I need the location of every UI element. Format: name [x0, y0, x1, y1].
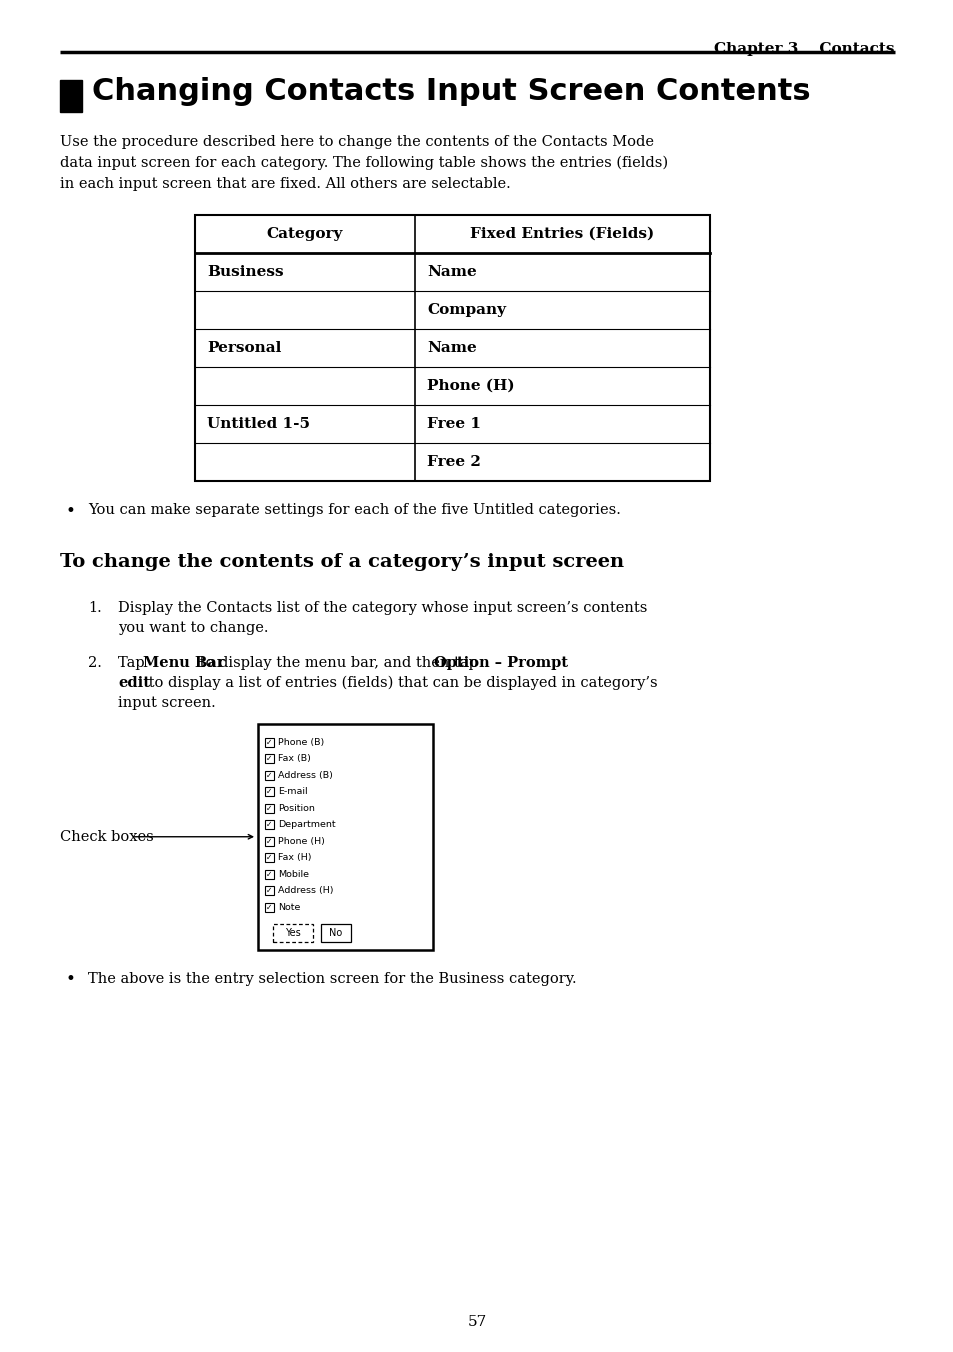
Text: Address (H): Address (H)	[277, 887, 334, 895]
Bar	[320, 923, 351, 941]
Text: Free 2: Free 2	[427, 456, 480, 469]
Text: ✓: ✓	[266, 853, 273, 863]
Text: Chapter 3    Contacts: Chapter 3 Contacts	[714, 42, 894, 55]
Text: Category: Category	[267, 227, 343, 241]
Text: Yes: Yes	[285, 927, 300, 937]
Text: in each input screen that are fixed. All others are selectable.: in each input screen that are fixed. All…	[60, 177, 510, 191]
Bar	[265, 771, 274, 780]
Text: Untitled 1-5: Untitled 1-5	[207, 416, 310, 431]
Text: Phone (H): Phone (H)	[277, 837, 325, 846]
Text: Free 1: Free 1	[427, 416, 480, 431]
Text: Position: Position	[277, 803, 314, 813]
Text: 57: 57	[467, 1315, 486, 1329]
Text: to display a list of entries (fields) that can be displayed in category’s: to display a list of entries (fields) th…	[144, 676, 657, 691]
Text: Personal: Personal	[207, 341, 281, 356]
Text: edit: edit	[118, 676, 150, 690]
Text: Address (B): Address (B)	[277, 771, 333, 780]
Text: Fax (B): Fax (B)	[277, 754, 311, 764]
Text: Mobile: Mobile	[277, 869, 309, 879]
Bar	[257, 725, 433, 949]
Text: input screen.: input screen.	[118, 696, 215, 710]
Text: 1.: 1.	[88, 602, 102, 615]
Text: Phone (H): Phone (H)	[427, 379, 514, 393]
Bar	[265, 853, 274, 863]
Bar	[265, 837, 274, 846]
Text: ✓: ✓	[266, 738, 273, 746]
Text: Fax (H): Fax (H)	[277, 853, 312, 863]
Text: Tap: Tap	[118, 656, 149, 671]
Text: Option – Prompt: Option – Prompt	[434, 656, 568, 671]
Bar	[265, 903, 274, 911]
Text: To change the contents of a category’s input screen: To change the contents of a category’s i…	[60, 553, 623, 571]
Bar	[60, 80, 82, 112]
Bar	[265, 869, 274, 879]
Bar	[265, 754, 274, 764]
Text: data input screen for each category. The following table shows the entries (fiel: data input screen for each category. The…	[60, 155, 667, 170]
Text: Note: Note	[277, 903, 300, 911]
Text: Company: Company	[427, 303, 505, 316]
Text: Fixed Entries (Fields): Fixed Entries (Fields)	[470, 227, 654, 241]
Text: E-mail: E-mail	[277, 787, 307, 796]
Text: Check boxes: Check boxes	[60, 830, 153, 844]
Bar	[273, 923, 313, 941]
Text: Changing Contacts Input Screen Contents: Changing Contacts Input Screen Contents	[91, 77, 810, 105]
Bar	[265, 803, 274, 813]
Text: You can make separate settings for each of the five Untitled categories.: You can make separate settings for each …	[88, 503, 620, 516]
Text: you want to change.: you want to change.	[118, 621, 268, 635]
Text: ✓: ✓	[266, 821, 273, 829]
Text: ✓: ✓	[266, 887, 273, 895]
Text: to display the menu bar, and then tap: to display the menu bar, and then tap	[194, 656, 481, 671]
Bar	[265, 887, 274, 895]
Text: Name: Name	[427, 341, 476, 356]
Text: Business: Business	[207, 265, 283, 279]
Text: Use the procedure described here to change the contents of the Contacts Mode: Use the procedure described here to chan…	[60, 135, 654, 149]
Text: Display the Contacts list of the category whose input screen’s contents: Display the Contacts list of the categor…	[118, 602, 647, 615]
Text: Name: Name	[427, 265, 476, 279]
Text: ✓: ✓	[266, 903, 273, 911]
Text: Menu Bar: Menu Bar	[142, 656, 224, 671]
Text: ✓: ✓	[266, 869, 273, 879]
Bar	[194, 215, 709, 481]
Bar	[265, 821, 274, 829]
Text: ✓: ✓	[266, 771, 273, 780]
Text: ✓: ✓	[266, 803, 273, 813]
Text: •: •	[66, 503, 76, 521]
Text: Phone (B): Phone (B)	[277, 738, 324, 746]
Text: ✓: ✓	[266, 787, 273, 796]
Text: ✓: ✓	[266, 837, 273, 846]
Text: Department: Department	[277, 821, 335, 829]
Text: •: •	[66, 972, 76, 988]
Bar	[265, 738, 274, 746]
Text: The above is the entry selection screen for the Business category.: The above is the entry selection screen …	[88, 972, 576, 986]
Bar	[265, 787, 274, 796]
Text: No: No	[329, 927, 342, 937]
Text: ✓: ✓	[266, 754, 273, 764]
Text: 2.: 2.	[88, 656, 102, 671]
